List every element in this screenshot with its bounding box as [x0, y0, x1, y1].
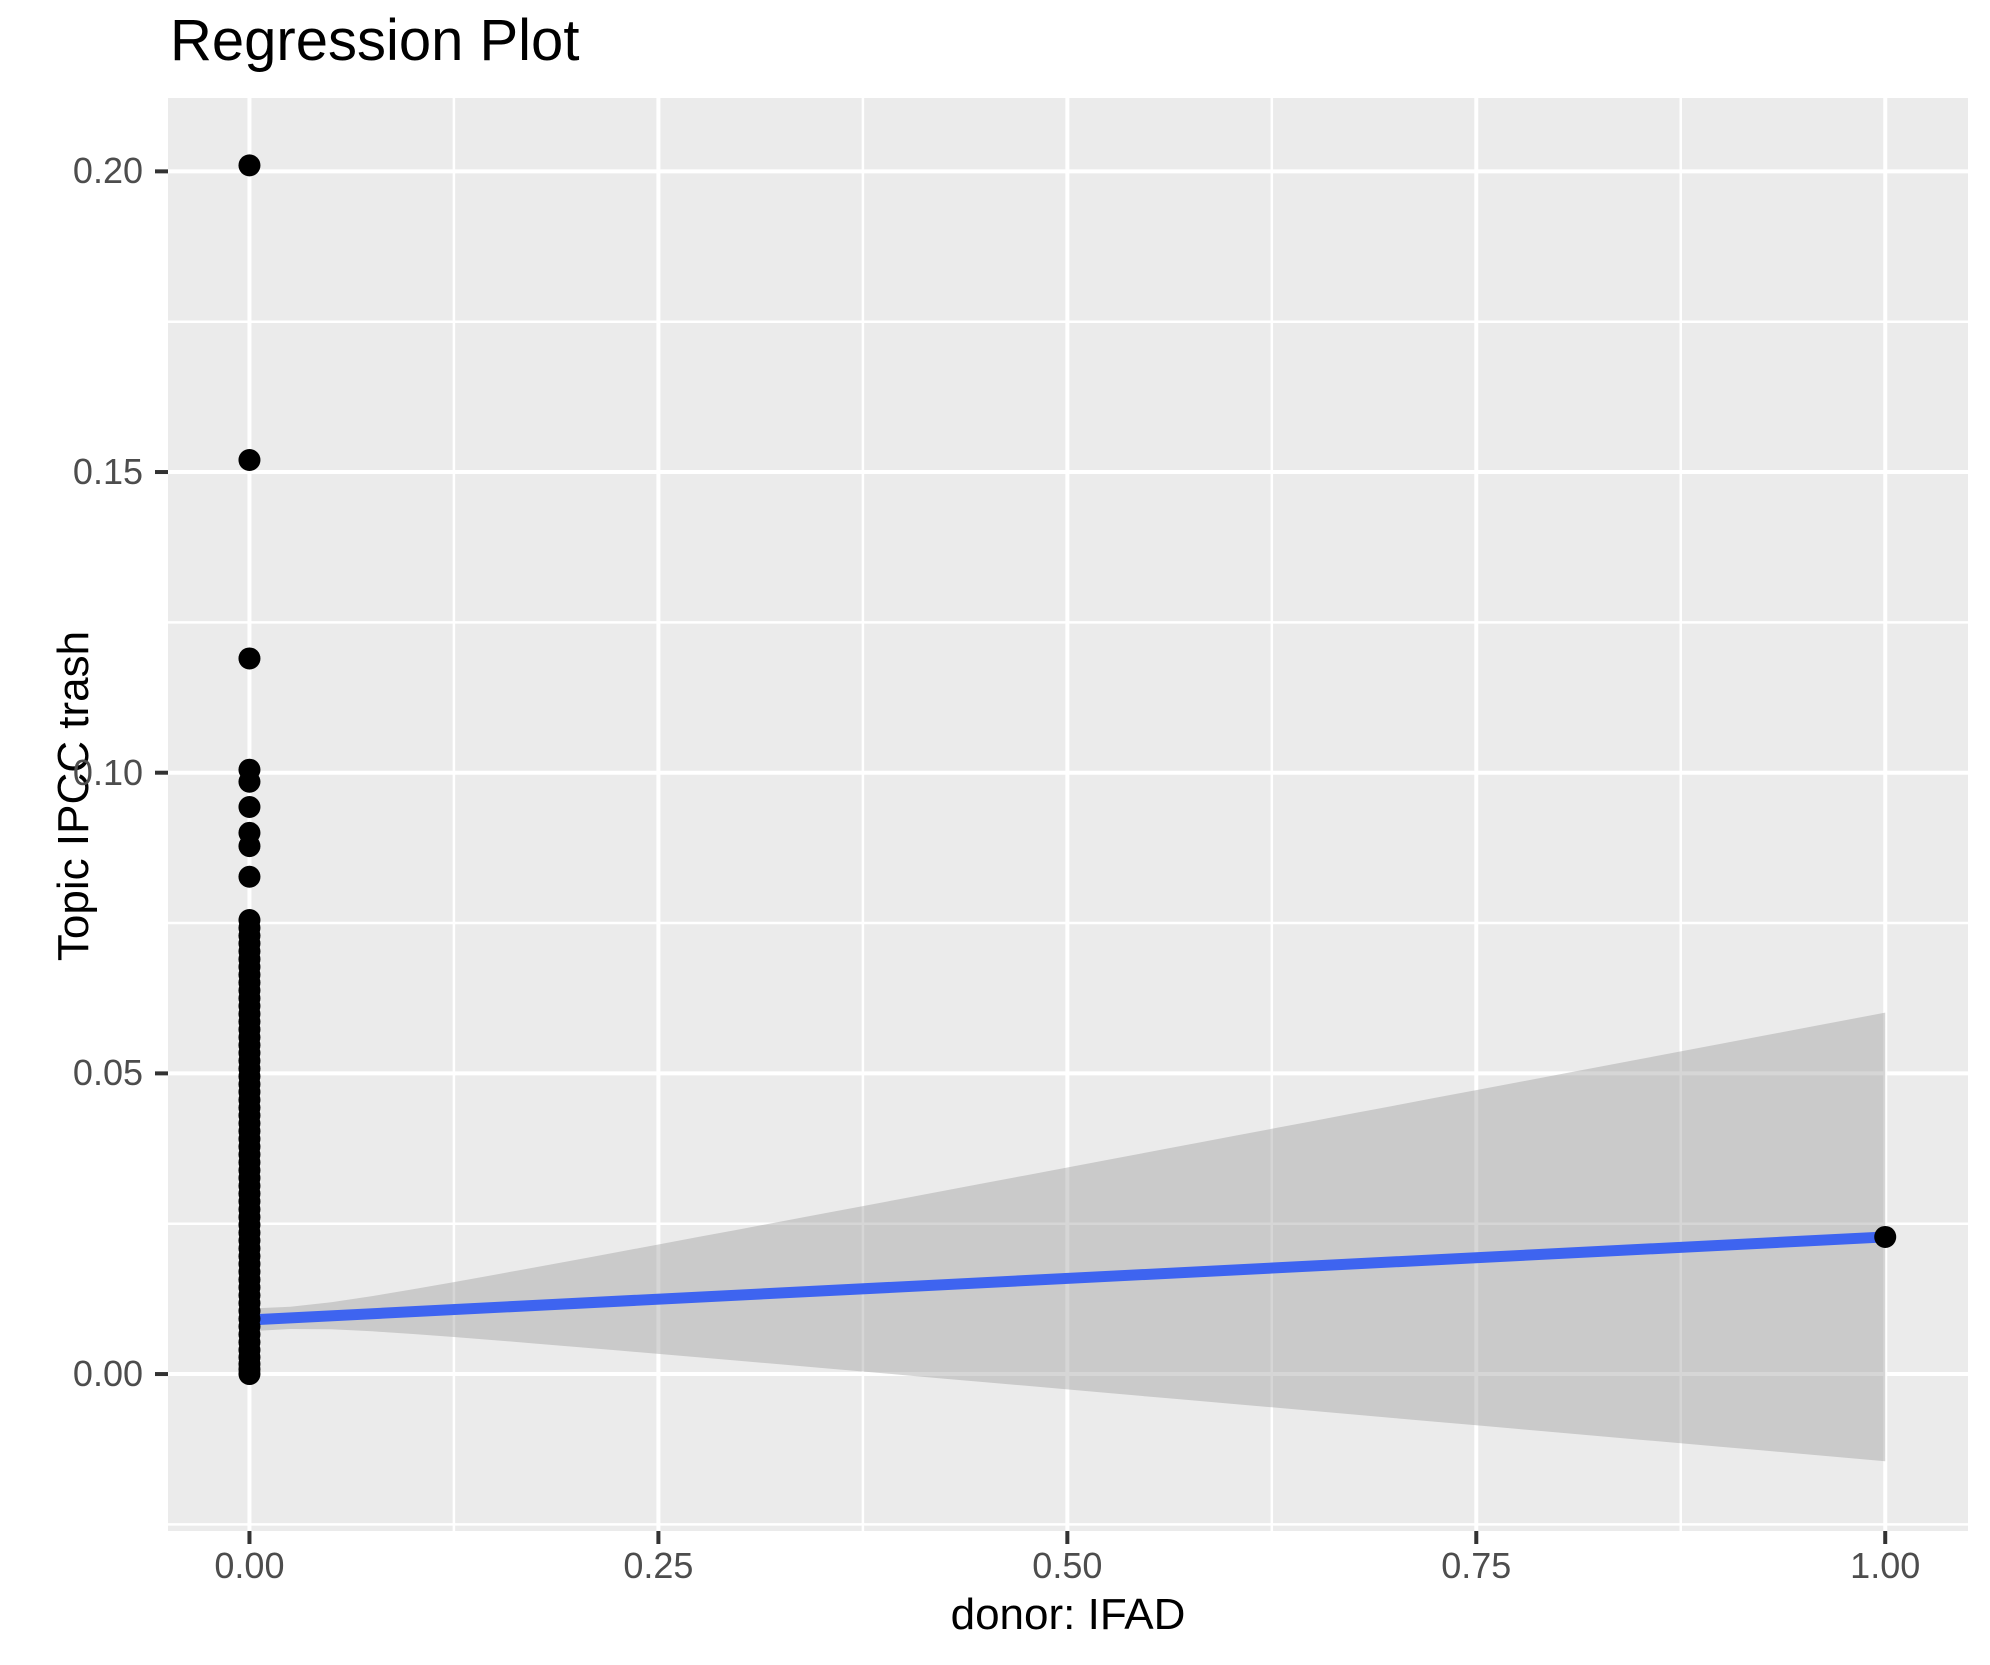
- data-point: [238, 795, 261, 818]
- y-tick-label: 0.10: [72, 751, 143, 793]
- regression-line: [249, 1231, 1886, 1326]
- x-axis-title: donor: IFAD: [950, 1590, 1186, 1639]
- data-point: [238, 865, 261, 888]
- data-point: [238, 835, 261, 858]
- data-point: [238, 449, 261, 472]
- y-tick-label: 0.20: [72, 150, 143, 192]
- data-point: [238, 154, 261, 177]
- y-tick-label: 0.15: [72, 451, 143, 493]
- data-point: [238, 1363, 261, 1386]
- y-tick-label: 0.00: [72, 1353, 143, 1395]
- x-tick-label: 0.50: [1032, 1545, 1103, 1586]
- data-point: [1874, 1225, 1897, 1248]
- y-axis-title: Topic IPCC trash: [49, 630, 98, 962]
- chart-title: Regression Plot: [170, 8, 580, 73]
- x-tick-label: 1.00: [1850, 1545, 1921, 1586]
- x-tick-label: 0.25: [623, 1545, 694, 1586]
- data-point: [238, 770, 261, 793]
- y-tick-label: 0.05: [72, 1052, 143, 1094]
- x-tick-label: 0.00: [214, 1545, 285, 1586]
- confidence-band: [249, 1012, 1886, 1462]
- data-point: [238, 647, 261, 670]
- x-tick-label: 0.75: [1441, 1545, 1512, 1586]
